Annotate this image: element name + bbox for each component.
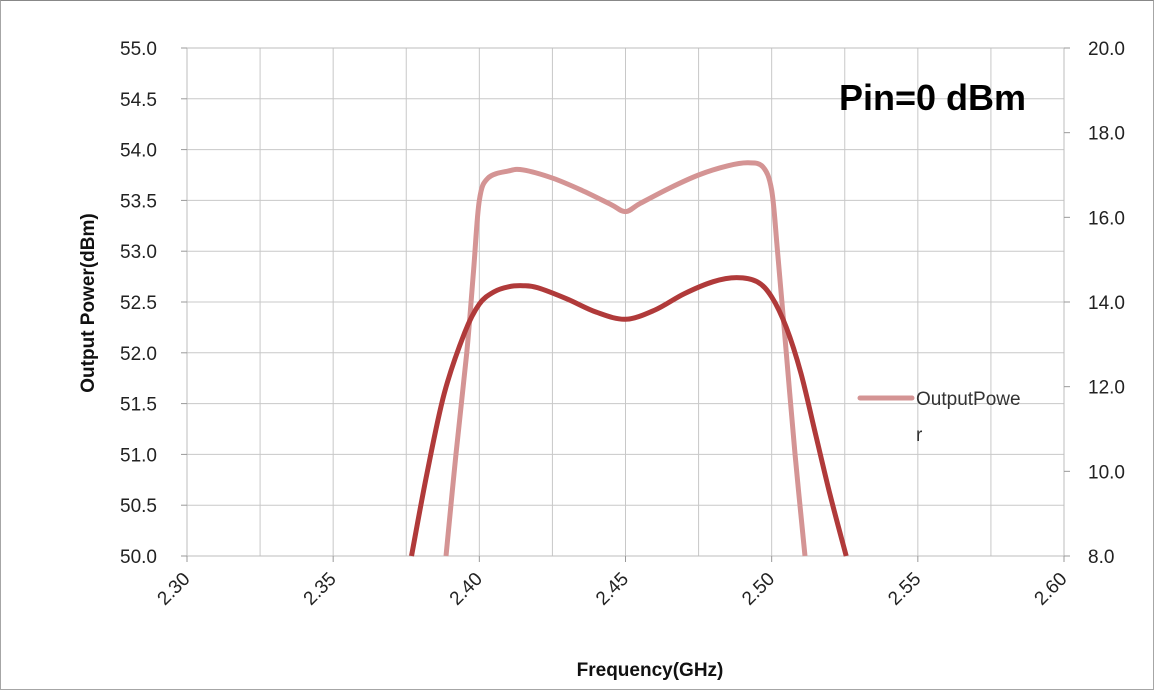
y2-tick-labels: 8.0 10.0 12.0 14.0 16.0 18.0 20.0 <box>1064 39 1125 568</box>
y2-tick-label: 10.0 <box>1088 462 1125 483</box>
y-tick-label: 51.5 <box>120 395 157 416</box>
x-tick-label: 2.50 <box>738 569 779 610</box>
x-axis-title: Frequency(GHz) <box>577 660 724 681</box>
y-tick-label: 52.5 <box>120 293 157 314</box>
x-tick-label: 2.60 <box>1031 569 1072 610</box>
y-tick-label: 55.0 <box>120 39 157 60</box>
series-line-1 <box>443 160 808 557</box>
legend: OutputPowe r <box>857 389 1021 446</box>
series-layer <box>409 160 849 557</box>
series-line-2 <box>409 275 849 557</box>
y2-tick-label: 16.0 <box>1088 208 1125 229</box>
y-tick-label: 53.5 <box>120 191 157 212</box>
y-tick-labels: 50.0 50.5 51.0 51.5 52.0 52.5 53.0 53.5 54.0 54.5… <box>120 39 187 568</box>
y2-tick-label: 12.0 <box>1088 378 1125 399</box>
grid <box>186 47 1065 557</box>
y2-tick-label: 20.0 <box>1088 39 1125 60</box>
chart-annotation: Pin=0 dBm <box>839 77 1026 118</box>
y-tick-label: 54.0 <box>120 141 157 162</box>
y-tick-label: 53.0 <box>120 242 157 263</box>
x-tick-label: 2.55 <box>884 569 925 610</box>
x-tick-labels: 2.30 2.35 2.40 2.45 2.50 2.55 2.60 <box>154 556 1072 610</box>
y2-tick-label: 18.0 <box>1088 124 1125 145</box>
y2-tick-label: 14.0 <box>1088 293 1125 314</box>
y-tick-label: 50.0 <box>120 547 157 568</box>
legend-label-line-1: OutputPowe <box>916 389 1021 410</box>
legend-label-line-2: r <box>916 425 923 446</box>
x-tick-label: 2.40 <box>446 569 487 610</box>
x-tick-label: 2.35 <box>300 569 341 610</box>
y-tick-label: 52.0 <box>120 344 157 365</box>
y-tick-label: 54.5 <box>120 90 157 111</box>
y2-tick-label: 8.0 <box>1088 547 1114 568</box>
y-tick-label: 51.0 <box>120 445 157 466</box>
y-tick-label: 50.5 <box>120 496 157 517</box>
y-axis-title: Output Power(dBm) <box>78 213 99 392</box>
x-tick-label: 2.45 <box>592 569 633 610</box>
x-tick-label: 2.30 <box>154 569 195 610</box>
